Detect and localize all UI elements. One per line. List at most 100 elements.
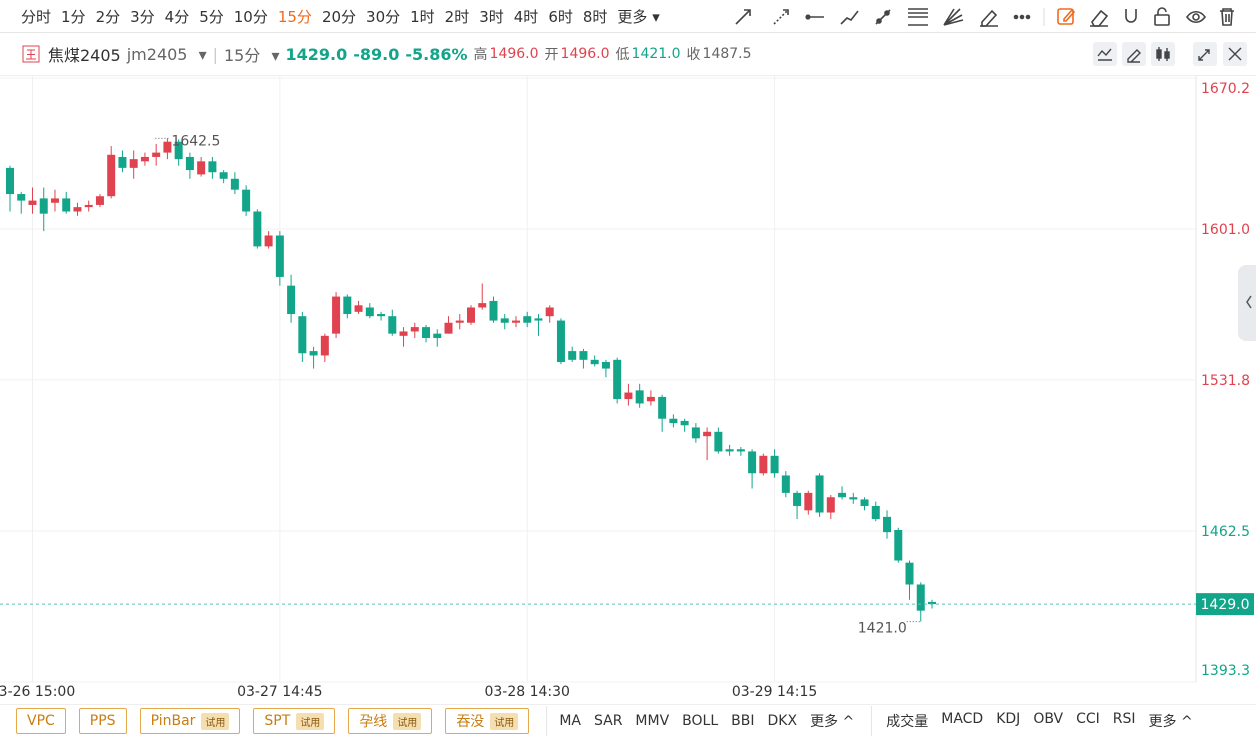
pattern-button[interactable]: VPC xyxy=(16,708,66,734)
collapse-tab[interactable] xyxy=(1238,265,1256,341)
candle-body xyxy=(838,492,847,498)
tool-magnet[interactable] xyxy=(1125,9,1137,23)
candle-body xyxy=(793,492,802,506)
prev-close-value: 1487.5 xyxy=(702,46,752,62)
candle-body xyxy=(714,431,723,452)
timeframe[interactable]: 10分 xyxy=(233,7,268,26)
pattern-button[interactable]: PPS xyxy=(78,708,127,734)
indicator[interactable]: SAR xyxy=(593,713,623,729)
btn-draw[interactable] xyxy=(1122,42,1146,66)
indicator[interactable]: 成交量 xyxy=(886,714,929,730)
indicator[interactable]: BOLL xyxy=(682,713,719,729)
symbol-icon xyxy=(22,45,40,63)
main-indicators: MA SAR MMV BOLL BBI DKX xyxy=(559,713,810,729)
indicator[interactable]: KDJ xyxy=(996,711,1021,727)
btn-line-style[interactable] xyxy=(1093,42,1117,66)
timeframe[interactable]: 1时 xyxy=(410,7,435,26)
timeframe[interactable]: 5分 xyxy=(199,7,224,26)
pattern-button[interactable]: 孕线 试用 xyxy=(348,708,433,734)
candle-body xyxy=(163,141,172,153)
candle-body xyxy=(365,307,374,317)
candle-body xyxy=(6,167,14,195)
more-label: 更多 xyxy=(1148,714,1177,730)
candle-body xyxy=(410,327,419,332)
pattern-button[interactable]: PinBar 试用 xyxy=(139,708,241,734)
drawing-tools xyxy=(735,7,1234,27)
symbol-code-select[interactable]: jm2405 ▾ xyxy=(126,44,207,64)
candle-body xyxy=(422,327,431,339)
separator xyxy=(871,706,873,736)
y-tick-label: 1601.0 xyxy=(1201,222,1250,238)
annotation-label: 1642.5 xyxy=(171,133,220,149)
indicator[interactable]: MA xyxy=(559,713,581,729)
btn-close[interactable] xyxy=(1223,42,1247,66)
candle-body xyxy=(624,392,633,400)
timeframe[interactable]: 6时 xyxy=(548,7,573,26)
timeframe[interactable]: 15分 xyxy=(277,7,312,26)
x-tick-label: 03-29 14:15 xyxy=(732,684,817,700)
indicator[interactable]: BBI xyxy=(731,713,755,729)
tool-fib[interactable] xyxy=(908,8,928,26)
pattern-button[interactable]: SPT 试用 xyxy=(253,708,336,734)
timeframe[interactable]: 3分 xyxy=(130,7,155,26)
tool-pen[interactable] xyxy=(980,9,998,27)
timeframe[interactable]: 2分 xyxy=(95,7,121,26)
tool-fan[interactable] xyxy=(943,8,964,26)
candle-body xyxy=(725,449,734,452)
indicator[interactable]: MACD xyxy=(941,711,984,727)
timeframe[interactable]: 4时 xyxy=(513,7,539,26)
timeframe[interactable]: 分时 xyxy=(21,7,52,26)
indicator[interactable]: DKX xyxy=(767,713,798,729)
indicator[interactable]: OBV xyxy=(1033,711,1064,727)
indicator[interactable]: MMV xyxy=(635,713,670,729)
tool-eye[interactable] xyxy=(1186,10,1206,24)
tool-delete[interactable] xyxy=(1220,8,1234,26)
tool-line[interactable] xyxy=(875,9,891,25)
tool-lock[interactable] xyxy=(1154,7,1170,26)
more-button[interactable]: 更多 ▾ xyxy=(617,7,660,26)
indicator[interactable]: CCI xyxy=(1076,711,1100,727)
pattern-label: VPC xyxy=(27,713,55,729)
candle-body xyxy=(152,152,161,157)
btn-candle-style[interactable] xyxy=(1151,42,1175,66)
sub-more[interactable]: 更多 ^ xyxy=(1148,714,1193,730)
candle-body xyxy=(804,492,813,511)
candle-body xyxy=(860,499,869,506)
candle-body xyxy=(377,314,386,317)
sub-indicators: 成交量 MACD KDJ OBV CCI RSI xyxy=(886,711,1148,731)
more-label: 更多 xyxy=(810,714,839,730)
chart-buttons xyxy=(1093,42,1247,66)
timeframe[interactable]: 20分 xyxy=(321,7,357,26)
period-select[interactable]: 15分 ▾ xyxy=(224,46,280,65)
x-tick-label: 03-27 14:45 xyxy=(237,684,322,700)
candle-body xyxy=(545,307,554,317)
tool-more[interactable] xyxy=(1013,14,1031,20)
tool-eraser[interactable] xyxy=(1090,9,1109,27)
candle-body xyxy=(50,198,59,203)
candle-body xyxy=(354,305,363,312)
tool-segment[interactable] xyxy=(840,10,859,25)
candle-body xyxy=(511,320,520,323)
pattern-label: PPS xyxy=(89,713,116,729)
tool-ray[interactable] xyxy=(773,9,789,25)
candle-body xyxy=(17,194,26,201)
indicator[interactable]: RSI xyxy=(1112,711,1136,727)
candle-body xyxy=(230,178,239,190)
candle-body xyxy=(107,154,116,197)
pattern-button[interactable]: 吞没 试用 xyxy=(445,708,530,734)
timeframe[interactable]: 30分 xyxy=(366,7,401,26)
candle-body xyxy=(253,211,262,247)
annotation-label: 1421.0 xyxy=(858,621,907,637)
tool-edit[interactable] xyxy=(1057,8,1076,25)
candle-body xyxy=(916,584,925,611)
main-more[interactable]: 更多 ^ xyxy=(810,714,855,730)
timeframe[interactable]: 1分 xyxy=(61,7,86,26)
timeframe[interactable]: 2时 xyxy=(444,7,470,26)
btn-fullscreen[interactable] xyxy=(1193,42,1217,66)
timeframe[interactable]: 4分 xyxy=(164,7,190,26)
timeframe[interactable]: 8时 xyxy=(582,7,608,26)
tool-hline[interactable] xyxy=(805,14,824,20)
candle-body xyxy=(736,449,745,452)
timeframe[interactable]: 3时 xyxy=(479,7,504,26)
tool-arrow[interactable] xyxy=(735,9,751,25)
